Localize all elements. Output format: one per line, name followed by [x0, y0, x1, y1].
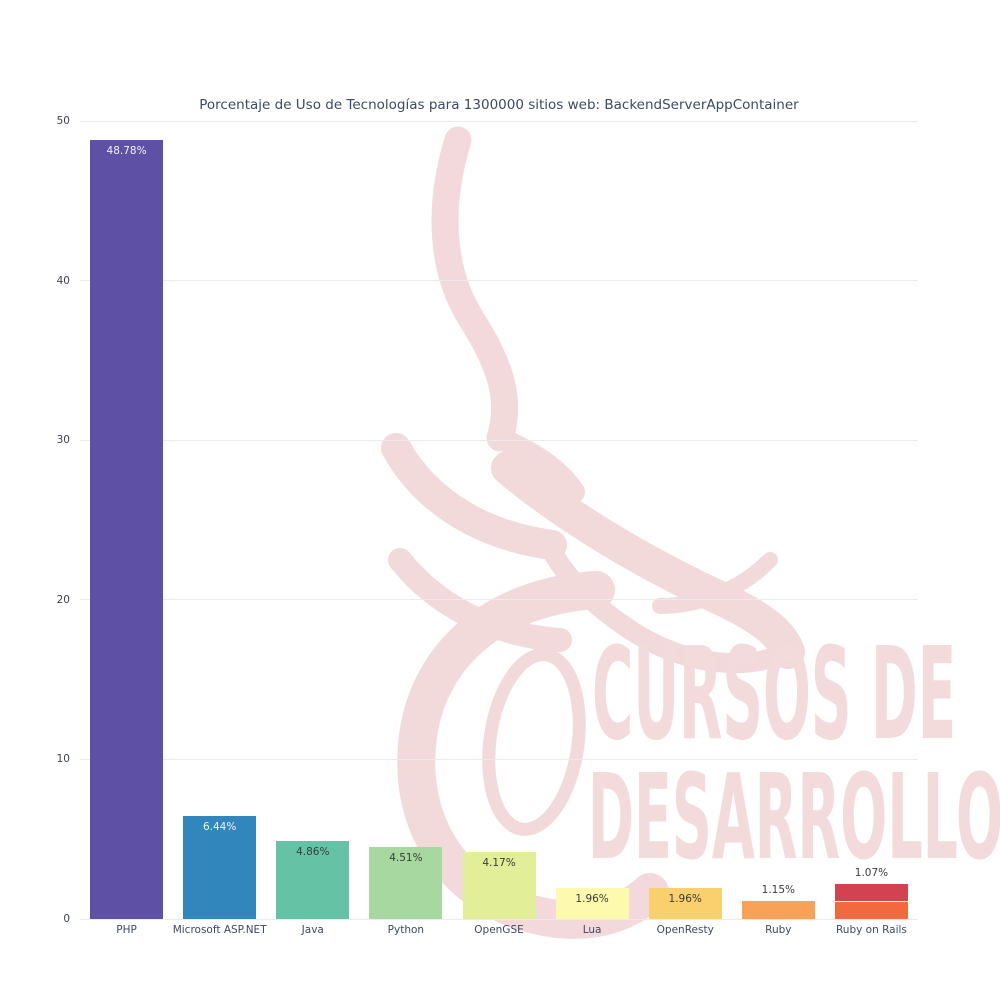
value-label-ruby-on-rails: 1.07% [854, 866, 889, 879]
bar-ruby [741, 900, 815, 919]
x-axis-label-java: Java [301, 924, 324, 936]
gridline-y40 [80, 280, 918, 282]
x-axis-label-lua: Lua [582, 924, 602, 936]
chart-title: Porcentaje de Uso de Tecnologías para 13… [199, 97, 799, 113]
bar-php [90, 140, 164, 919]
x-axis-label-microsoft-asp-net: Microsoft ASP.NET [172, 924, 267, 936]
value-label-ruby: 1.15% [761, 883, 796, 896]
y-axis-tick-30: 30 [56, 434, 70, 447]
x-axis-label-opengse: OpenGSE [474, 924, 524, 936]
gridline-y20 [80, 599, 918, 601]
y-axis-tick-40: 40 [56, 274, 70, 287]
gridline-y30 [80, 439, 918, 441]
y-axis-tick-50: 50 [56, 115, 70, 127]
value-label-microsoft-asp-net: 6.44% [202, 821, 237, 834]
bar-microsoft-asp-net [183, 816, 257, 919]
gridline-y10 [80, 758, 918, 760]
value-label-lua: 1.96% [575, 892, 609, 905]
x-axis-label-ruby-on-rails: Ruby on Rails [835, 924, 907, 936]
x-axis-label-openresty: OpenResty [656, 924, 714, 936]
value-label-java: 4.86% [296, 846, 330, 859]
y-axis-tick-20: 20 [56, 593, 70, 606]
x-axis-label-python: Python [387, 924, 425, 936]
gridline-y50 [80, 120, 918, 122]
bar-ruby-on-rails-stacked-segment [834, 883, 908, 901]
value-label-python: 4.51% [389, 852, 423, 865]
value-label-opengse: 4.17% [482, 857, 516, 870]
value-label-php: 48.78% [106, 145, 147, 158]
bar-java [276, 841, 350, 919]
x-axis-label-php: PHP [116, 924, 137, 936]
bar-chart-plot-area: 0 10 20 30 40 50 48.78% PHP 6.44% Microsoft ASP.N… [57, 115, 918, 936]
bar-ruby-on-rails [834, 901, 908, 919]
y-axis-tick-10: 10 [56, 753, 70, 766]
y-axis-tick-0: 0 [63, 913, 70, 925]
x-axis-label-ruby: Ruby [765, 924, 792, 936]
value-label-openresty: 1.96% [668, 892, 702, 905]
